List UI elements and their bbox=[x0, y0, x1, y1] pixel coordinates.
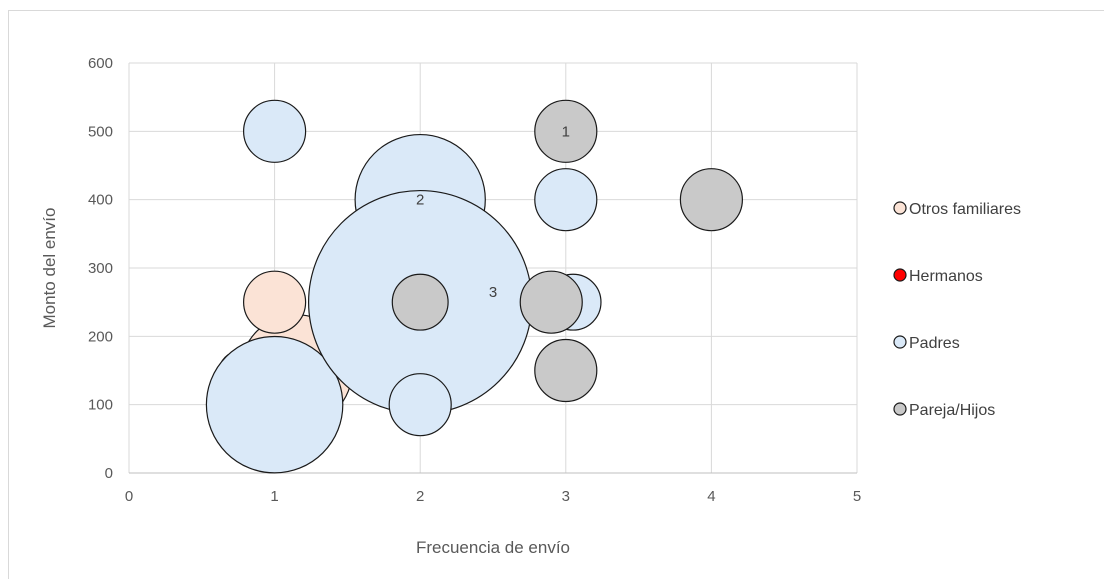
bubble-data-label: 3 bbox=[489, 284, 497, 301]
bubble-padres bbox=[388, 373, 452, 437]
y-tick-label: 0 bbox=[105, 465, 113, 482]
legend-marker-padres bbox=[893, 335, 907, 349]
bubble-pareja-hijos bbox=[519, 270, 583, 334]
legend-label: Hermanos bbox=[909, 268, 983, 285]
legend-marker-pareja-hijos bbox=[893, 402, 907, 416]
bubble-pareja-hijos bbox=[391, 273, 449, 331]
bubble-pareja-hijos bbox=[534, 99, 598, 163]
bubble-pareja-hijos bbox=[679, 168, 744, 232]
bubble-pareja-hijos bbox=[534, 338, 598, 403]
bubble-otros-familiares bbox=[243, 270, 307, 334]
bubble-data-label: 1 bbox=[562, 123, 570, 140]
y-tick-label: 400 bbox=[88, 192, 113, 209]
legend-marker-hermanos bbox=[893, 268, 907, 282]
y-tick-label: 600 bbox=[88, 55, 113, 72]
x-tick-label: 0 bbox=[125, 488, 133, 505]
x-tick-label: 2 bbox=[416, 488, 424, 505]
legend-label: Pareja/Hijos bbox=[909, 402, 995, 419]
bubble-padres bbox=[534, 168, 598, 232]
x-tick-label: 1 bbox=[270, 488, 278, 505]
bubble-padres bbox=[205, 335, 344, 474]
y-tick-label: 200 bbox=[88, 328, 113, 345]
x-tick-label: 3 bbox=[562, 488, 570, 505]
x-axis-title: Frecuencia de envío bbox=[416, 538, 570, 557]
chart-frame bbox=[8, 10, 1104, 579]
x-tick-label: 4 bbox=[707, 488, 715, 505]
legend-label: Otros familiares bbox=[909, 201, 1021, 218]
bubble-padres bbox=[243, 99, 307, 163]
y-tick-label: 500 bbox=[88, 123, 113, 140]
y-tick-label: 300 bbox=[88, 260, 113, 277]
legend-marker-otros-familiares bbox=[893, 201, 907, 215]
x-tick-label: 5 bbox=[853, 488, 861, 505]
bubble-data-label: 2 bbox=[416, 192, 424, 209]
y-axis-title: Monto del envío bbox=[40, 208, 59, 329]
legend-label: Padres bbox=[909, 335, 960, 352]
y-tick-label: 100 bbox=[88, 397, 113, 414]
